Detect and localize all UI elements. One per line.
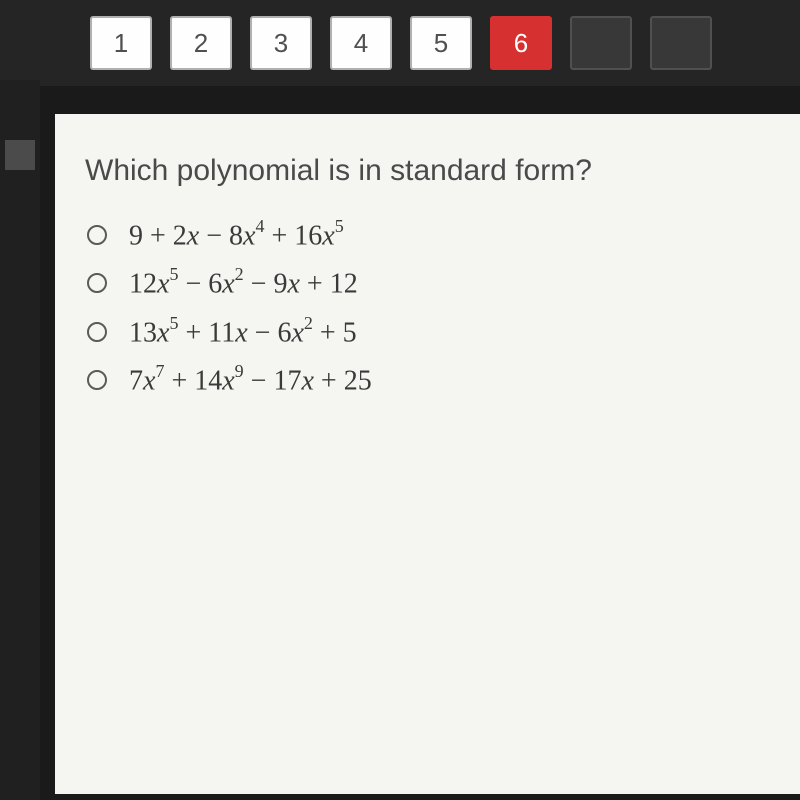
answer-option-3[interactable]: 13x5 + 11x − 6x2 + 5: [85, 315, 770, 349]
radio-option-4[interactable]: [87, 370, 107, 390]
answer-option-4[interactable]: 7x7 + 14x9 − 17x + 25: [85, 363, 770, 397]
radio-option-2[interactable]: [87, 273, 107, 293]
question-nav: 123456: [0, 0, 800, 86]
answer-options: 9 + 2x − 8x4 + 16x5 12x5 − 6x2 − 9x + 12 1…: [85, 218, 770, 397]
nav-question-6[interactable]: 6: [490, 16, 552, 70]
answer-option-2[interactable]: 12x5 − 6x2 − 9x + 12: [85, 266, 770, 300]
sidebar-icon: [5, 140, 35, 170]
formula-4: 7x7 + 14x9 − 17x + 25: [129, 363, 372, 397]
radio-option-3[interactable]: [87, 322, 107, 342]
nav-question-4[interactable]: 4: [330, 16, 392, 70]
question-prompt: Which polynomial is in standard form?: [85, 154, 770, 188]
formula-1: 9 + 2x − 8x4 + 16x5: [129, 218, 344, 252]
formula-3: 13x5 + 11x − 6x2 + 5: [129, 315, 357, 349]
nav-question-2[interactable]: 2: [170, 16, 232, 70]
nav-question-7: [570, 16, 632, 70]
left-sidebar: [0, 80, 40, 800]
formula-2: 12x5 − 6x2 − 9x + 12: [129, 266, 358, 300]
answer-option-1[interactable]: 9 + 2x − 8x4 + 16x5: [85, 218, 770, 252]
nav-question-5[interactable]: 5: [410, 16, 472, 70]
nav-question-8: [650, 16, 712, 70]
nav-question-1[interactable]: 1: [90, 16, 152, 70]
radio-option-1[interactable]: [87, 225, 107, 245]
nav-question-3[interactable]: 3: [250, 16, 312, 70]
question-panel: Which polynomial is in standard form? 9 …: [55, 114, 800, 794]
